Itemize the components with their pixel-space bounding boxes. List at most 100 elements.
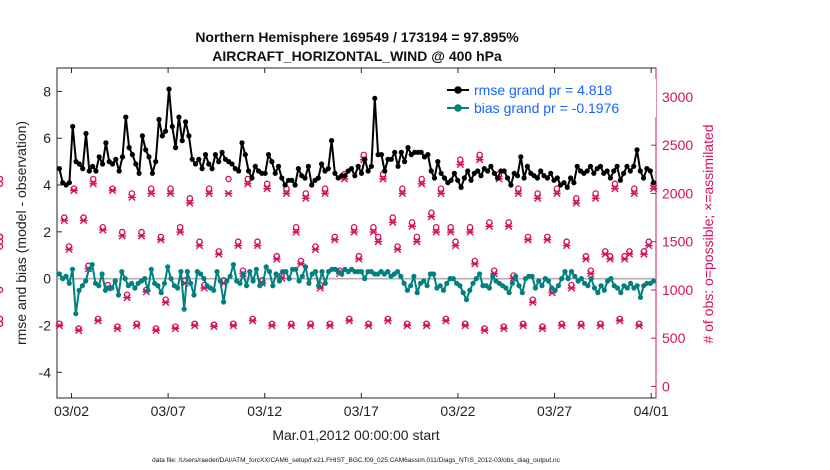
rmse-point xyxy=(192,161,199,167)
chart-title-line2: AIRCRAFT_HORIZONTAL_WIND @ 400 hPa xyxy=(212,48,502,64)
obs-assimilated-marker xyxy=(89,180,98,188)
rmse-point xyxy=(206,161,212,167)
rmse-point xyxy=(362,156,368,162)
obs-possible-marker xyxy=(0,180,4,188)
obs-possible-marker xyxy=(147,185,155,192)
bias-point xyxy=(595,290,601,296)
bias-point xyxy=(591,285,598,291)
bias-point xyxy=(142,276,148,282)
rmse-point xyxy=(571,180,577,186)
x-tick-label: 03/27 xyxy=(537,403,572,419)
obs-assimilated-marker xyxy=(388,218,397,227)
obs-assimilated-marker xyxy=(384,317,392,325)
rmse-point xyxy=(176,114,182,120)
bias-point xyxy=(362,276,368,282)
obs-assimilated-marker xyxy=(591,194,600,202)
bias-point xyxy=(188,280,194,286)
rmse-point xyxy=(604,168,610,174)
bias-point xyxy=(224,278,230,284)
bias-point xyxy=(322,280,328,286)
obs-possible-marker xyxy=(418,175,425,183)
rmse-point xyxy=(246,168,252,174)
bias-point xyxy=(109,285,115,291)
rmse-point xyxy=(66,180,72,186)
rmse-point xyxy=(624,163,630,169)
bias-point xyxy=(165,264,171,270)
rmse-point xyxy=(554,175,560,181)
bias-point xyxy=(69,266,76,272)
bias-point xyxy=(303,264,309,270)
rmse-point xyxy=(428,168,434,174)
obs-possible-marker xyxy=(321,185,329,192)
rmse-point xyxy=(455,177,461,183)
obs-assimilated-marker xyxy=(379,175,387,183)
bias-point xyxy=(618,290,624,296)
rmse-point xyxy=(90,163,96,169)
rmse-point xyxy=(584,168,590,174)
rmse-point xyxy=(139,133,145,139)
bias-point xyxy=(247,269,253,275)
obs-assimilated-marker xyxy=(123,293,131,302)
bias-point xyxy=(63,273,69,279)
bias-point xyxy=(122,276,128,282)
bias-point xyxy=(155,283,161,289)
obs-possible-marker xyxy=(176,223,184,231)
obs-assimilated-marker xyxy=(403,321,412,330)
rmse-point xyxy=(402,159,408,165)
bias-point xyxy=(568,269,575,275)
obs-possible-marker xyxy=(186,195,194,202)
bias-point xyxy=(201,276,207,282)
rmse-point xyxy=(398,149,404,155)
obs-possible-marker xyxy=(645,238,653,245)
bias-point xyxy=(250,278,256,284)
rmse-point xyxy=(302,175,308,181)
bias-point xyxy=(404,287,410,293)
bias-point xyxy=(260,280,266,286)
obs-assimilated-marker xyxy=(190,321,199,330)
obs-assimilated-marker xyxy=(553,189,561,198)
bias-point xyxy=(624,285,630,291)
obs-assimilated-marker xyxy=(152,326,160,335)
rmse-point xyxy=(163,128,169,134)
bias-point xyxy=(306,280,312,286)
rmse-point xyxy=(272,170,278,176)
bias-point xyxy=(565,276,571,282)
rmse-point xyxy=(166,86,172,92)
obs-assimilated-marker xyxy=(611,184,619,193)
rmse-point xyxy=(96,154,102,160)
legend-bias-marker xyxy=(454,104,462,112)
y-right-tick-label: 2500 xyxy=(662,137,693,153)
obs-assimilated-marker xyxy=(195,241,204,250)
obs-possible-marker xyxy=(399,185,406,192)
obs-assimilated-marker xyxy=(567,284,576,292)
bias-point xyxy=(296,278,302,284)
rmse-point xyxy=(126,145,132,151)
rmse-point xyxy=(631,163,637,169)
rmse-point xyxy=(358,170,365,176)
rmse-point xyxy=(627,168,633,174)
rmse-point xyxy=(236,168,242,174)
rmse-point xyxy=(209,166,215,172)
obs-assimilated-marker xyxy=(244,180,252,188)
bias-point xyxy=(66,280,72,286)
rmse-point xyxy=(378,152,384,158)
bias-point xyxy=(79,283,85,289)
rmse-point xyxy=(568,175,574,181)
bias-point xyxy=(263,264,269,270)
obs-possible-marker xyxy=(0,315,4,323)
obs-assimilated-marker xyxy=(176,228,184,236)
bias-point xyxy=(411,273,417,279)
rmse-point xyxy=(149,170,155,176)
obs-possible-marker xyxy=(457,156,464,163)
y-axis-right: 0 500 1000 1500 2000 2500 3000 xyxy=(651,68,693,398)
obs-possible-marker xyxy=(225,175,232,183)
chart-title-line1: Northern Hemisphere 169549 / 173194 = 97… xyxy=(195,29,519,45)
rmse-point xyxy=(305,163,311,169)
bias-point xyxy=(270,283,276,289)
rmse-point xyxy=(262,170,268,176)
bias-point xyxy=(437,283,443,289)
rmse-point xyxy=(425,152,431,158)
bias-point xyxy=(132,285,138,291)
rmse-point xyxy=(435,159,441,165)
